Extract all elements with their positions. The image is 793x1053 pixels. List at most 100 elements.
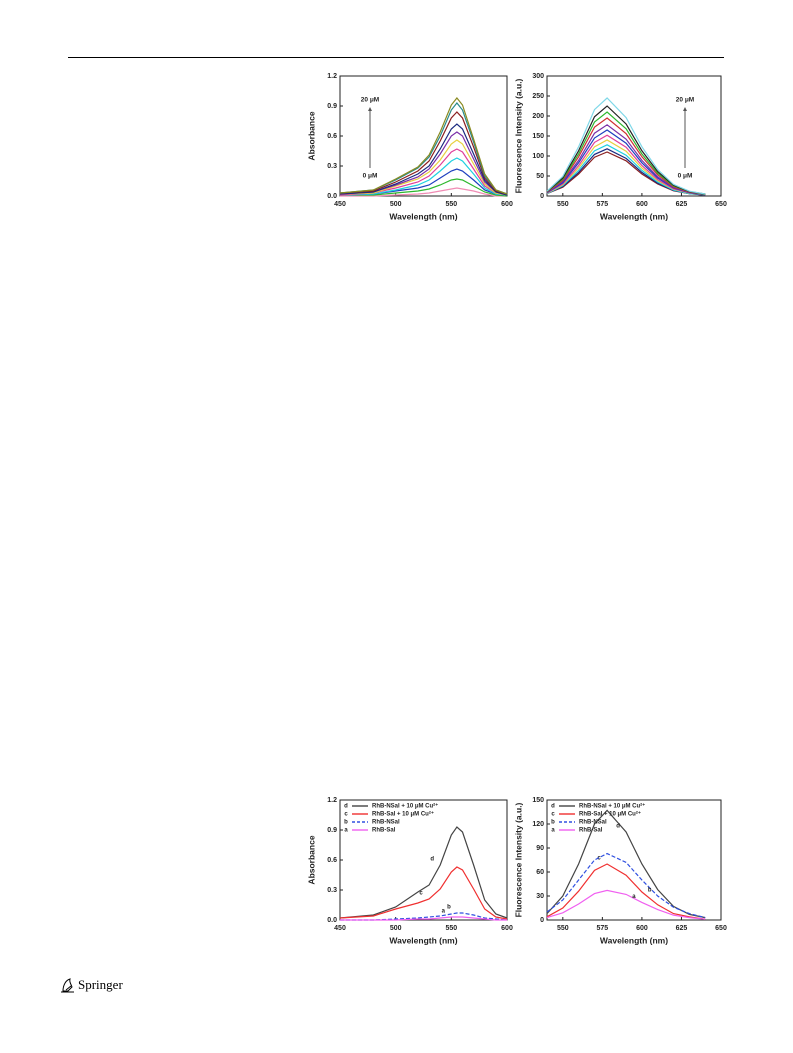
series-line [339, 168, 508, 196]
y-tick-label: 0.0 [327, 193, 337, 200]
y-tick-label: 0.3 [327, 887, 337, 894]
legend-letter: a [344, 828, 348, 834]
series-line [339, 123, 508, 196]
series-line [339, 866, 508, 920]
legend-letter: d [344, 804, 348, 810]
annotation: 0 μM [678, 173, 693, 180]
chart: 0 30 60 90 120 150 550 575 600 625 650 Wavelength (… [513, 797, 727, 945]
plot-frame [546, 799, 722, 921]
x-tick-label: 650 [715, 201, 727, 208]
y-tick-label: 100 [532, 153, 544, 160]
y-axis-label: Fluorescence Intensity (a.u.) [513, 78, 523, 193]
x-axis-label: Wavelength (nm) [600, 211, 668, 221]
x-tick-label: 450 [334, 201, 346, 208]
y-axis-label: Fluorescence Intensity (a.u.) [513, 802, 523, 917]
y-tick-label: 0.0 [327, 917, 337, 924]
legend-letter: a [551, 828, 555, 834]
x-tick-label: 650 [715, 925, 727, 932]
series-line [339, 102, 508, 195]
curve-label: c [419, 891, 423, 897]
curve-label: b [447, 905, 451, 911]
y-tick-label: 0 [540, 193, 544, 200]
x-tick-label: 550 [557, 925, 569, 932]
y-tick-label: 60 [536, 869, 544, 876]
legend-label: RhB-Sal [579, 828, 603, 834]
y-tick-label: 0.9 [327, 103, 337, 110]
series-line [340, 187, 507, 197]
annotation-arrowhead [368, 107, 372, 111]
publisher-logo [61, 978, 74, 993]
legend-label: RhB-Sal + 10 μM Cu²⁺ [372, 811, 434, 818]
series-line [546, 852, 706, 919]
x-tick-label: 600 [636, 925, 648, 932]
y-tick-label: 200 [532, 113, 544, 120]
x-tick-label: 450 [334, 925, 346, 932]
x-tick-label: 575 [597, 925, 609, 932]
y-axis-label: Absorbance [306, 835, 316, 884]
x-tick-label: 625 [676, 201, 688, 208]
curve-label: a [632, 894, 636, 900]
y-tick-label: 1.2 [327, 73, 337, 80]
x-tick-label: 550 [445, 201, 457, 208]
legend-label: RhB-NSal [579, 820, 607, 826]
y-tick-label: 300 [532, 73, 544, 80]
legend-letter: d [551, 804, 555, 810]
curve-label: c [597, 856, 601, 862]
curve-label: d [430, 857, 434, 863]
legend-label: RhB-NSal + 10 μM Cu²⁺ [579, 803, 645, 810]
x-tick-label: 550 [445, 925, 457, 932]
y-tick-label: 0.6 [327, 857, 337, 864]
curve-label: d [616, 824, 620, 830]
x-axis-label: Wavelength (nm) [600, 935, 668, 945]
series-line [340, 178, 508, 197]
chart: 0.0 0.3 0.6 0.9 1.2 450 500 550 600 Wavelength (n… [306, 73, 513, 221]
series-line [546, 97, 706, 195]
series-line [339, 97, 508, 195]
x-tick-label: 550 [557, 201, 569, 208]
annotation: 20 μM [361, 97, 379, 104]
curve-label: b [648, 888, 652, 894]
series-line [340, 912, 508, 921]
series-line [546, 117, 706, 195]
annotation-arrowhead [683, 107, 687, 111]
annotation: 0 μM [363, 173, 378, 180]
x-tick-label: 625 [676, 925, 688, 932]
legend-letter: b [344, 820, 348, 826]
y-tick-label: 0.6 [327, 133, 337, 140]
x-tick-label: 500 [390, 925, 402, 932]
chart: 0 50 100 150 200 250 300 550 575 600 625 650 Wavelen… [513, 73, 727, 221]
legend-letter: b [551, 820, 555, 826]
series-line [340, 916, 507, 921]
x-tick-label: 600 [501, 201, 513, 208]
x-tick-label: 500 [390, 201, 402, 208]
legend-label: RhB-Sal [372, 828, 396, 834]
series-line [546, 809, 706, 919]
series-line [339, 131, 508, 196]
curve-label: a [442, 909, 446, 915]
series-line [339, 157, 508, 196]
x-tick-label: 600 [636, 201, 648, 208]
series-line [339, 139, 508, 196]
plot-frame [339, 799, 508, 921]
x-tick-label: 600 [501, 925, 513, 932]
publisher-name: Springer [78, 977, 123, 992]
y-tick-label: 90 [536, 845, 544, 852]
series-line [546, 889, 706, 920]
y-tick-label: 0.3 [327, 163, 337, 170]
y-tick-label: 150 [532, 797, 544, 804]
header-rule [68, 57, 724, 58]
x-tick-label: 575 [597, 201, 609, 208]
legend-label: RhB-NSal [372, 820, 400, 826]
y-tick-label: 50 [536, 173, 544, 180]
y-tick-label: 1.2 [327, 797, 337, 804]
y-tick-label: 150 [532, 133, 544, 140]
chart: 0.0 0.3 0.6 0.9 1.2 450 500 550 600 Wavelength (n… [306, 797, 513, 945]
series-line [339, 111, 508, 195]
annotation: 20 μM [676, 97, 694, 104]
y-tick-label: 250 [532, 93, 544, 100]
y-tick-label: 0 [540, 917, 544, 924]
series-line [546, 105, 706, 195]
series-line [546, 124, 706, 195]
legend-letter: c [551, 812, 555, 818]
